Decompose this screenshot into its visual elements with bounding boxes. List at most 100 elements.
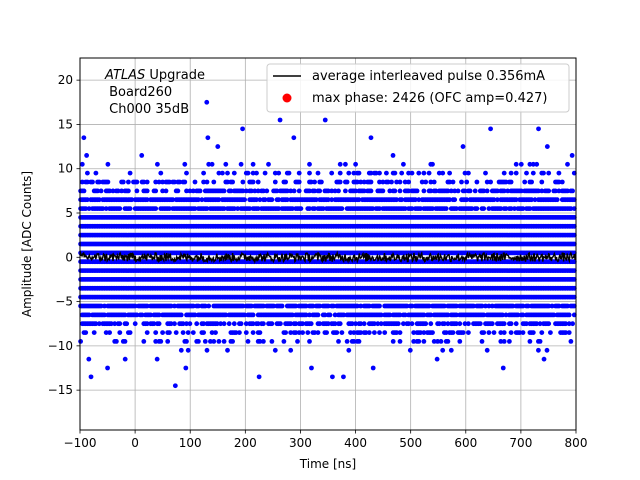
data-point-outlier: [330, 374, 335, 380]
data-point: [196, 339, 201, 344]
data-point: [269, 197, 275, 203]
data-point: [559, 179, 565, 185]
data-point: [102, 303, 107, 309]
data-point: [220, 170, 225, 176]
data-point: [269, 321, 275, 327]
data-point-outlier: [291, 135, 297, 141]
data-point: [300, 321, 305, 327]
data-point: [568, 339, 574, 344]
data-point: [156, 321, 162, 327]
data-point: [454, 303, 459, 309]
data-point: [421, 339, 427, 344]
data-point: [435, 339, 440, 344]
data-point: [272, 179, 278, 185]
data-point: [397, 188, 403, 194]
data-point: [223, 312, 229, 318]
data-point: [225, 347, 230, 353]
data-point: [527, 339, 533, 344]
data-point: [250, 312, 256, 318]
data-point: [255, 321, 261, 327]
data-point: [283, 330, 288, 335]
y-tick-label: −5: [55, 295, 73, 309]
data-point: [390, 339, 396, 344]
data-point: [570, 188, 575, 194]
data-point: [397, 339, 403, 344]
data-point: [397, 179, 403, 185]
data-point: [436, 321, 442, 327]
data-point: [377, 170, 382, 176]
data-point: [431, 339, 437, 344]
data-point: [563, 321, 569, 327]
data-point: [438, 339, 444, 344]
data-point: [221, 188, 227, 194]
data-point: [556, 170, 562, 176]
data-point: [324, 330, 329, 335]
data-point: [293, 303, 299, 309]
data-point: [153, 206, 159, 212]
data-point-outlier: [84, 153, 90, 158]
data-point: [310, 303, 316, 309]
data-point: [416, 170, 422, 176]
data-point: [546, 188, 552, 194]
data-point: [409, 321, 415, 327]
data-point: [117, 206, 123, 212]
data-point: [566, 312, 572, 318]
data-point: [153, 330, 159, 335]
data-point: [329, 170, 335, 176]
data-point: [148, 312, 154, 318]
data-point: [524, 321, 529, 327]
data-point: [185, 330, 191, 335]
data-point: [317, 188, 323, 194]
data-point: [382, 330, 388, 335]
data-point: [445, 339, 451, 344]
data-point: [238, 321, 244, 327]
data-point: [134, 188, 140, 194]
data-point: [426, 170, 432, 176]
data-point: [508, 321, 514, 327]
data-point: [421, 330, 427, 335]
data-point: [312, 330, 317, 335]
data-point: [520, 330, 526, 335]
annotation-line-2: Board260: [105, 85, 172, 100]
data-point: [483, 170, 488, 176]
data-point: [336, 188, 341, 194]
data-point: [184, 321, 189, 327]
data-point: [214, 321, 220, 327]
x-tick-label: 0: [131, 436, 139, 450]
data-point: [238, 161, 244, 167]
data-point: [151, 321, 157, 327]
data-point: [517, 330, 522, 335]
data-point: [466, 321, 471, 327]
data-point: [409, 170, 415, 176]
data-point: [249, 303, 254, 309]
data-point: [442, 321, 447, 327]
data-point: [209, 161, 215, 167]
data-point: [423, 179, 429, 185]
data-point: [144, 321, 150, 327]
data-point: [141, 339, 147, 344]
data-point: [201, 170, 207, 176]
data-point: [178, 312, 184, 318]
data-point: [503, 312, 509, 318]
data-point: [571, 268, 577, 273]
x-tick-label: 100: [179, 436, 202, 450]
data-point: [204, 347, 210, 353]
annotation-rest: Upgrade: [145, 68, 205, 83]
data-point: [90, 179, 95, 185]
data-point: [368, 188, 374, 194]
data-point: [389, 179, 394, 185]
data-point: [81, 188, 87, 194]
data-point: [399, 170, 405, 176]
data-point: [397, 330, 403, 335]
data-point: [353, 321, 358, 327]
data-point: [565, 303, 570, 309]
data-point: [98, 188, 104, 194]
data-point: [112, 321, 118, 327]
data-point: [93, 321, 99, 327]
data-point: [395, 321, 401, 327]
data-point: [317, 321, 323, 327]
data-point: [507, 339, 512, 344]
data-point: [283, 179, 288, 185]
data-point: [414, 188, 420, 194]
data-point: [440, 347, 446, 353]
